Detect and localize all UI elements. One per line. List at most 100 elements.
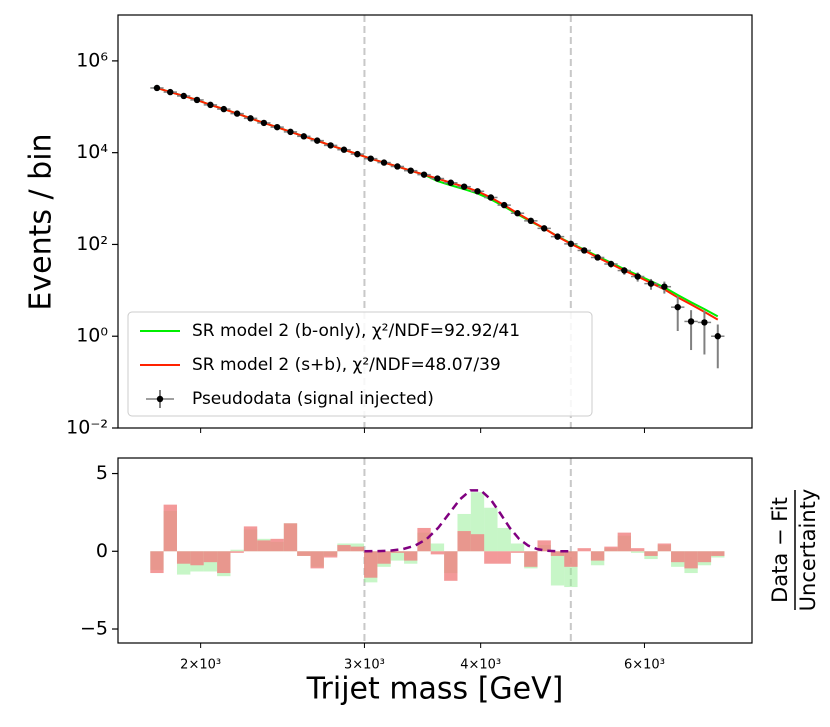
x-tick-label: 3×10³ [344,658,385,673]
data-point [687,318,695,325]
plot-area [150,458,725,643]
signal-curve [364,489,571,553]
data-point [327,142,334,149]
residual-bar [697,551,712,563]
data-point [193,96,201,104]
data-point [581,247,588,254]
residual-bar [590,551,605,561]
data-point [167,88,174,96]
residual-bar [364,551,378,578]
residual-bar [711,551,725,556]
data-point [474,188,481,195]
residual-bar [230,549,244,552]
residual-bar [176,551,191,564]
residual-bar [390,551,405,553]
residual-bar [163,504,177,552]
legend-box [127,311,593,417]
legend-label: SR model 2 (b-only), χ²/NDF=92.92/41 [192,321,520,341]
residual-bar [350,546,365,552]
residual-bar [550,551,565,556]
data-point [554,233,561,240]
residual-bar [230,551,244,553]
ratio-label: Data − Fit Uncertainty [768,489,820,612]
residual-bar [617,532,631,552]
residual-bar [257,540,271,552]
axes-frame [117,457,753,644]
data-point [207,101,214,109]
residual-bar [243,526,258,552]
data-point [287,128,294,136]
residual-bar [484,551,498,564]
data-point [527,217,535,225]
data-point [407,167,414,174]
data-point [594,254,601,261]
data-point [447,179,454,186]
data-point [621,267,628,274]
data-point [367,155,374,162]
residual-bar [484,507,498,552]
x-axis-label: Trijet mass [GeV] [306,672,564,707]
data-point [260,119,268,127]
legend-label: Pseudodata (signal injected) [192,389,434,409]
data-point [300,133,308,140]
data-point [220,105,227,113]
residual-bar [337,545,351,552]
data-point [567,240,575,248]
data-point [487,194,495,201]
data-point [153,84,161,92]
residual-bar [417,527,431,552]
x-tick-label: 2×10³ [180,658,221,673]
data-point [714,333,721,340]
data-point [434,175,441,182]
residual-bar [497,527,511,552]
residual-bar [630,548,645,552]
residual-bar [510,543,525,552]
data-point [701,319,708,326]
data-point [420,171,428,178]
residual-bar [203,551,218,563]
residual-bar [297,551,311,556]
fit-line [156,87,719,321]
data-point [634,273,641,280]
residual-bar [190,551,204,566]
residual-bar [430,543,445,552]
residual-bar [671,551,685,563]
data-point [460,183,468,190]
data-point [273,123,281,131]
data-point [247,115,254,122]
residual-bar [510,551,525,553]
residual-bar [604,546,618,552]
data-point [674,303,681,311]
legend: SR model 2 (b-only), χ²/NDF=92.92/41 SR m… [127,311,593,417]
residual-bar [323,551,338,558]
residual-bar [657,543,672,552]
ratio-denominator: Uncertainty [796,489,820,612]
y-tick-label: 10⁻² [66,417,108,439]
data-point [380,159,388,166]
residual-bar [217,551,231,574]
residual-bar [377,551,391,564]
residual-bar [524,551,538,567]
data-point [180,92,187,100]
y-tick-label: 0 [96,540,108,562]
data-point [607,260,615,268]
y-tick-label: −5 [80,618,108,640]
residual-bar [537,540,551,552]
y-tick-label: 10⁶ [76,49,108,71]
y-tick-label: 10⁰ [76,325,108,347]
x-tick-label: 4×10³ [460,658,501,673]
axes-frame [117,14,753,429]
legend-label: SR model 2 (s+b), χ²/NDF=48.07/39 [192,355,501,375]
residual-bar [444,551,458,581]
data-point [647,280,655,287]
residual-bar [550,551,565,586]
residual-bar [283,523,298,552]
residual-bar [497,551,511,564]
residual-bar [577,548,591,552]
residual-bar [470,534,485,552]
ratio-numerator: Data − Fit [768,497,792,603]
residual-bar [684,551,698,569]
fit-line [156,87,719,318]
residual-bar [457,531,471,552]
data-point [354,150,361,158]
